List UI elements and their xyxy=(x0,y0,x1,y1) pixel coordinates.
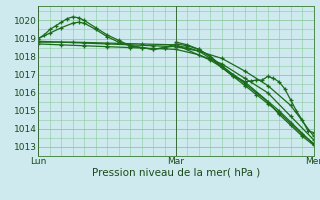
X-axis label: Pression niveau de la mer( hPa ): Pression niveau de la mer( hPa ) xyxy=(92,168,260,178)
